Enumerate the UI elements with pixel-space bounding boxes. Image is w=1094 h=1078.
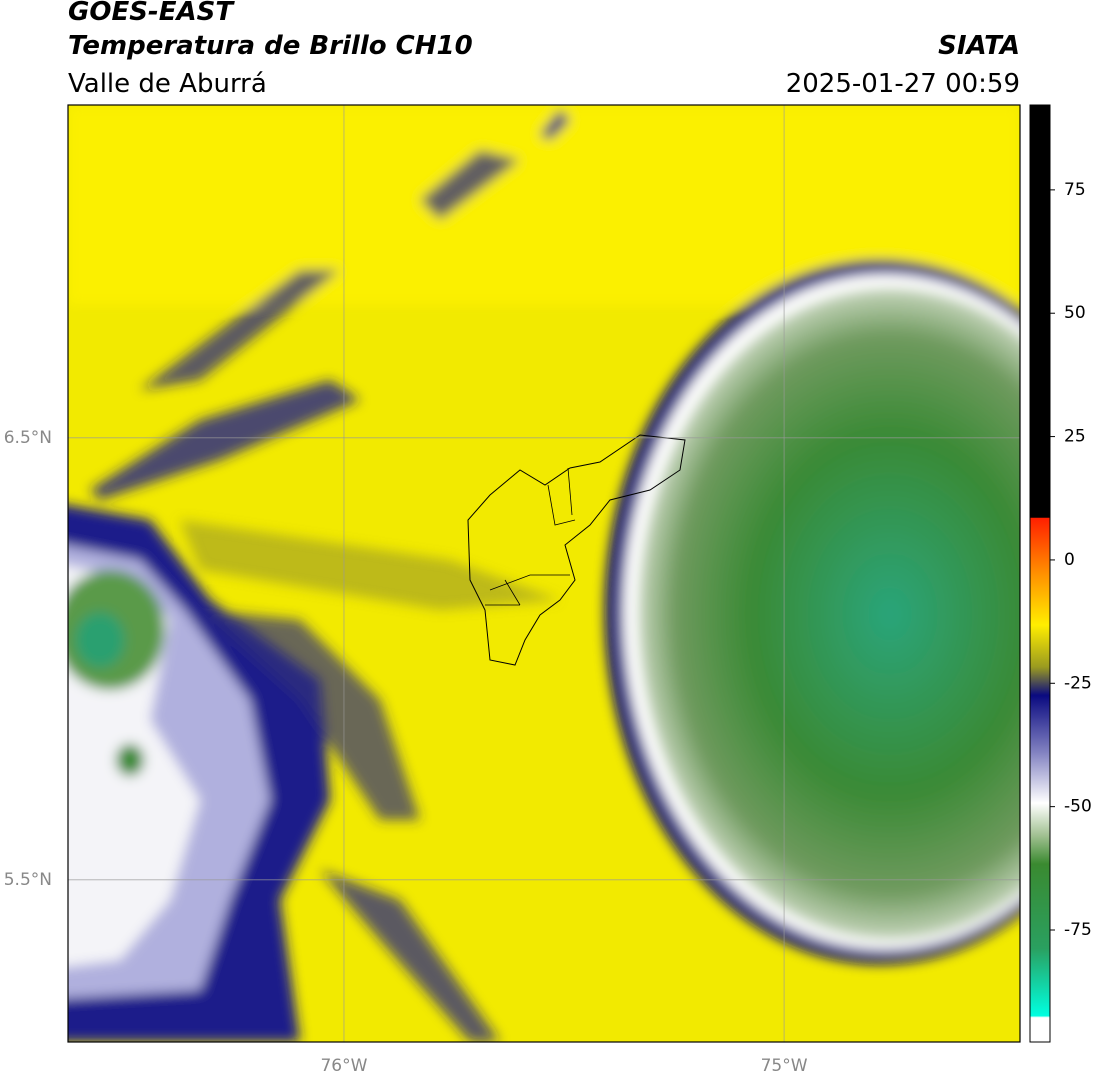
subtitle: Temperatura de Brillo CH10 <box>68 31 473 61</box>
district-boundary <box>467 434 686 666</box>
lon-tick-label: 75°W <box>761 1056 808 1076</box>
colorbar-tick-label: 50 <box>1064 303 1086 323</box>
municipal-boundaries <box>485 467 576 606</box>
colorbar-tick-label: 75 <box>1064 180 1086 200</box>
satellite-image <box>68 105 1020 1042</box>
lon-tick-label: 76°W <box>320 1056 367 1076</box>
colorbar-tick-label: -50 <box>1064 797 1092 817</box>
colorbar-tick-label: -75 <box>1064 920 1092 940</box>
title: GOES-EAST <box>68 0 235 27</box>
colorbar-tick-label: -25 <box>1064 673 1092 693</box>
colorbar-tick-label: 25 <box>1064 427 1086 447</box>
lat-tick-label: 6.5°N <box>4 428 52 448</box>
colorbar <box>1029 104 1051 1043</box>
map-frame <box>67 104 1021 1043</box>
datetime: 2025-01-27 00:59 <box>786 69 1020 99</box>
colorbar-tick-label: 0 <box>1064 550 1075 570</box>
source: SIATA <box>938 31 1020 61</box>
region: Valle de Aburrá <box>68 69 267 99</box>
lat-tick-label: 5.5°N <box>4 870 52 890</box>
